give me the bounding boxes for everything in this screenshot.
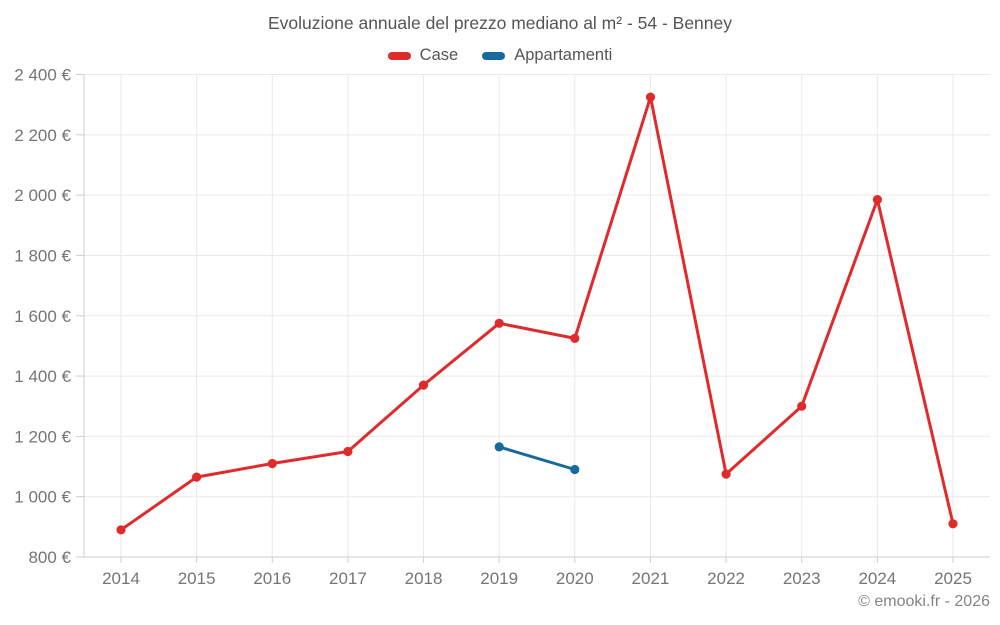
x-axis-label: 2014 — [102, 569, 140, 588]
legend-item-appartamenti[interactable]: Appartamenti — [482, 46, 612, 65]
x-axis-label: 2024 — [858, 569, 896, 588]
y-axis-label: 2 000 € — [14, 186, 71, 205]
data-point-case-2020[interactable] — [570, 333, 580, 343]
x-axis-label: 2018 — [405, 569, 443, 588]
data-point-case-2023[interactable] — [797, 401, 807, 411]
series-line-appartamenti — [497, 445, 577, 471]
chart-legend: Case Appartamenti — [0, 46, 1000, 65]
data-point-case-2019[interactable] — [494, 318, 504, 328]
data-point-case-2024[interactable] — [872, 195, 883, 205]
data-point-case-2015[interactable] — [192, 472, 202, 482]
y-axis-label: 1 800 € — [14, 246, 71, 265]
legend-item-case[interactable]: Case — [387, 46, 459, 65]
case-series-swatch-icon — [387, 51, 411, 60]
y-axis-label: 1 400 € — [14, 367, 71, 386]
x-axis-label: 2020 — [556, 569, 594, 588]
x-axis-label: 2016 — [253, 569, 291, 588]
data-point-appartamenti-2020[interactable] — [570, 464, 580, 475]
y-axis-label: 800 € — [28, 548, 71, 567]
legend-label-case: Case — [419, 46, 459, 64]
data-point-appartamenti-2019[interactable] — [494, 442, 504, 452]
data-point-case-2022[interactable] — [721, 469, 731, 479]
x-axis-label: 2022 — [707, 569, 745, 588]
legend-label-appartamenti: Appartamenti — [514, 46, 613, 64]
copyright-text: © emooki.fr - 2026 — [858, 593, 990, 610]
data-point-case-2018[interactable] — [418, 380, 429, 390]
y-axis-label: 1 000 € — [14, 488, 71, 507]
x-axis-label: 2017 — [329, 569, 367, 588]
y-axis-label: 2 400 € — [14, 66, 71, 85]
x-axis-label: 2015 — [178, 569, 216, 588]
y-axis-label: 2 200 € — [14, 126, 71, 145]
data-point-case-2021[interactable] — [645, 92, 656, 102]
data-point-case-2016[interactable] — [267, 458, 277, 469]
x-axis-label: 2023 — [783, 569, 821, 588]
data-point-case-2025[interactable] — [948, 519, 958, 529]
y-axis-label: 1 200 € — [14, 427, 71, 446]
data-point-case-2014[interactable] — [116, 525, 126, 535]
x-axis-label: 2025 — [934, 569, 972, 588]
x-axis-label: 2021 — [632, 569, 670, 588]
appartamenti-series-swatch-icon — [482, 51, 506, 60]
series-line-case — [119, 95, 955, 532]
x-axis-label: 2019 — [480, 569, 518, 588]
data-point-case-2017[interactable] — [343, 446, 353, 457]
chart-title: Evoluzione annuale del prezzo mediano al… — [267, 13, 733, 33]
y-axis-label: 1 600 € — [14, 307, 71, 326]
